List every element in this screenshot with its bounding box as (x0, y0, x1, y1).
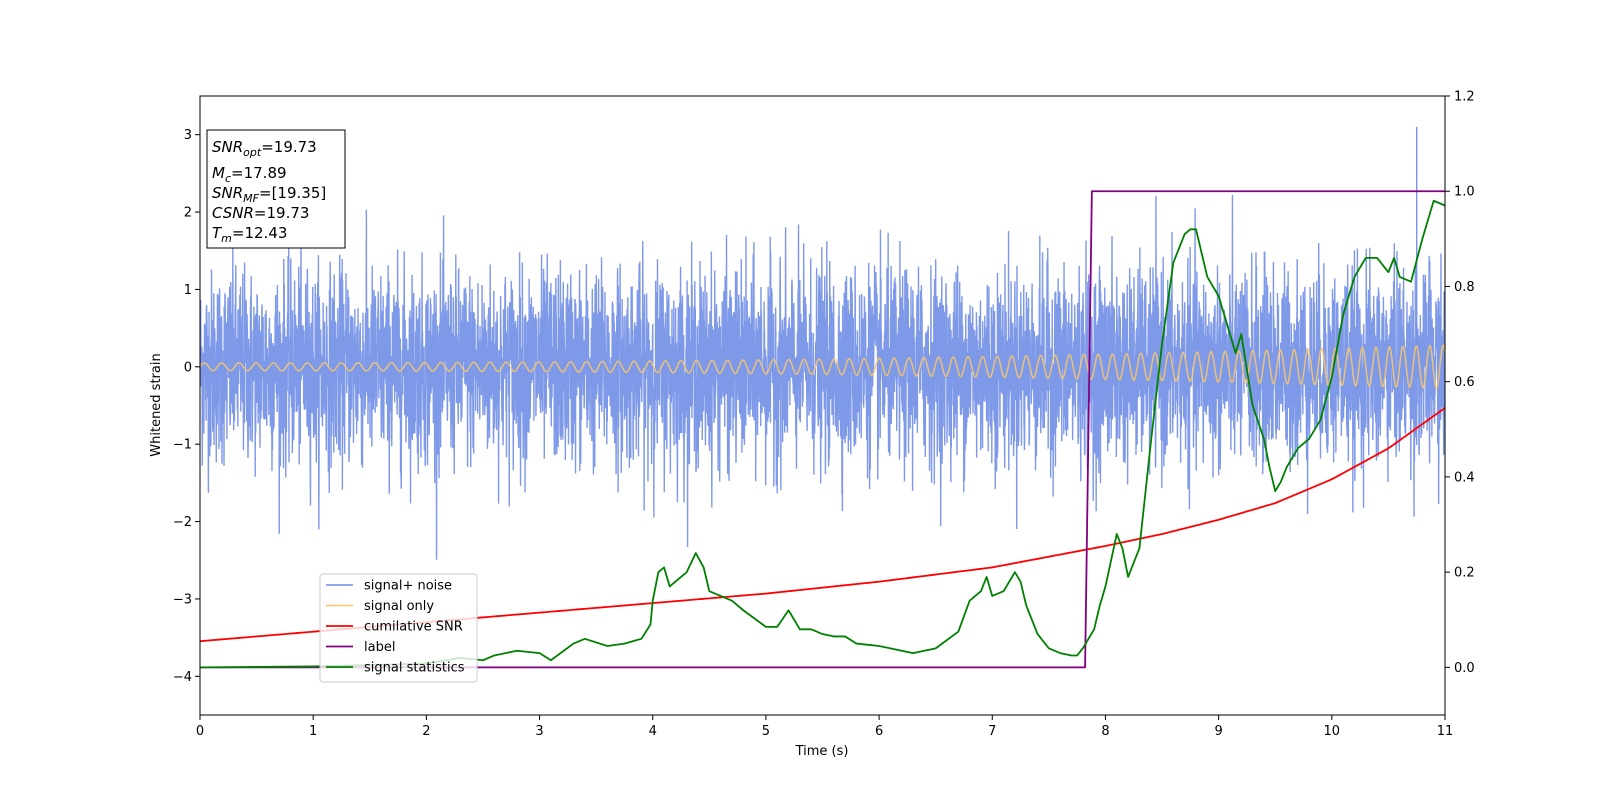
x-tick-label: 11 (1437, 724, 1454, 739)
x-tick-label: 0 (196, 724, 204, 739)
legend-frame (319, 573, 478, 683)
y-tick-label-right: 0.0 (1454, 661, 1475, 676)
x-axis-label: Time (s) (795, 744, 849, 759)
x-tick-label: 6 (875, 724, 883, 739)
x-tick-label: 1 (309, 724, 317, 739)
x-tick-label: 2 (422, 724, 430, 739)
y-tick-label-left: −3 (173, 592, 192, 607)
y-tick-label-right: 1.2 (1454, 90, 1475, 105)
series-signal-only (200, 344, 1445, 389)
series-signal-statistics (200, 199, 1445, 669)
info-snr-mf: SNRMF=[19.35] (212, 184, 326, 205)
y-axis-label: Whitened strain (149, 353, 164, 456)
legend-label: signal statistics (364, 661, 465, 676)
x-tick-label: 8 (1101, 724, 1109, 739)
x-tick-label: 9 (1214, 724, 1222, 739)
legend-label: cumilative SNR (364, 620, 463, 635)
y-tick-label-left: −1 (173, 438, 192, 453)
y-tick-label-right: 0.6 (1454, 375, 1475, 390)
info-mc: Mc=17.89 (212, 164, 287, 185)
x-tick-label: 5 (762, 724, 770, 739)
y-tick-label-left: 3 (184, 128, 192, 143)
info-box-frame (206, 129, 346, 249)
x-tick-label: 10 (1324, 724, 1341, 739)
y-tick-label-right: 1.0 (1454, 185, 1475, 200)
info-csnr: CSNR=19.73 (212, 204, 309, 222)
plot-frame (199, 95, 1446, 716)
legend-label: signal+ noise (364, 579, 452, 594)
legend-label: signal only (364, 599, 434, 614)
y-tick-label-right: 0.8 (1454, 280, 1475, 295)
series-signal-noise (200, 194, 1445, 560)
info-box: SNRopt=19.73 Mc=17.89 SNRMF=[19.35] CSNR… (206, 129, 346, 249)
y-tick-label-left: 0 (184, 360, 192, 375)
x-tick-label: 4 (649, 724, 657, 739)
info-tm: Tm=12.43 (212, 224, 287, 245)
y-tick-label-right: 0.4 (1454, 470, 1475, 485)
y-tick-label-left: −2 (173, 515, 192, 530)
x-tick-label: 3 (535, 724, 543, 739)
legend: signal+ noise signal only cumilative SNR la… (319, 573, 478, 683)
y-tick-label-right: 0.2 (1454, 566, 1475, 581)
series-label (200, 190, 1445, 669)
legend-label: label (364, 640, 395, 655)
y-tick-label-left: −4 (173, 670, 192, 685)
ticks-layer: 0 1 2 3 4 5 6 7 8 9 10 11 −4 −3 −2 −1 0 1 2 3 0.0 0.2 0.4 0.6 0.… (173, 90, 1475, 740)
y-tick-label-left: 1 (184, 283, 192, 298)
info-snr-opt: SNRopt=19.73 (212, 138, 317, 159)
x-tick-label: 7 (988, 724, 996, 739)
y-tick-label-left: 2 (184, 206, 192, 221)
